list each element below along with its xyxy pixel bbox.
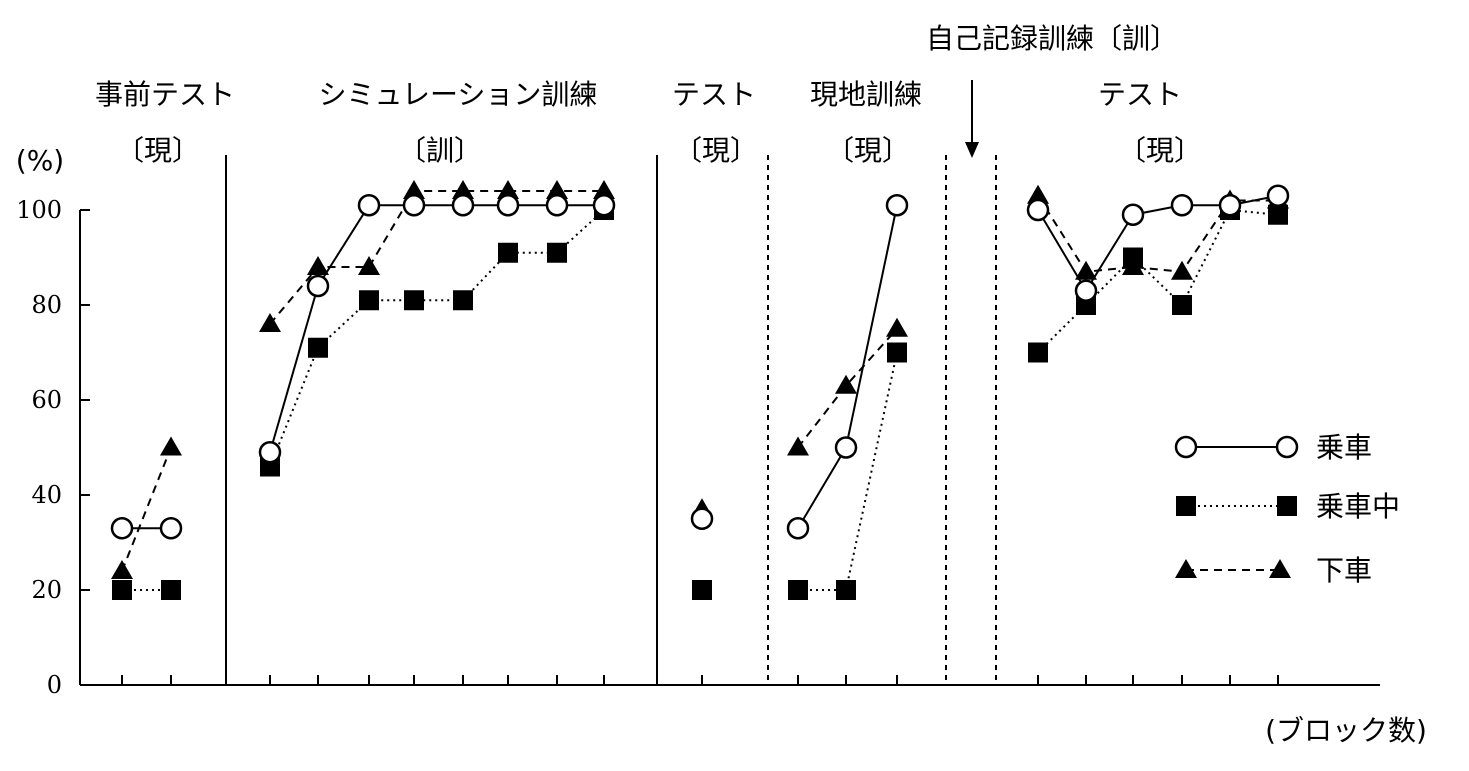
phase-tag-4: 〔現〕: [826, 134, 910, 167]
series-line-triangle: [269, 190, 604, 325]
data-point-square: [1172, 295, 1192, 315]
data-point-square: [1028, 342, 1048, 363]
y-tick-label: 40: [31, 481, 62, 509]
data-point-circle: [451, 194, 475, 217]
data-point-circle: [834, 436, 858, 459]
series-markers: [110, 180, 1290, 600]
data-point-square: [788, 580, 808, 600]
phase-title-5: テスト: [1098, 78, 1182, 111]
y-tick-labels: 0 20 40 60 80 100: [16, 196, 62, 699]
data-point-circle: [1026, 198, 1050, 222]
series-line-triangle: [121, 447, 172, 572]
data-point-circle: [496, 194, 520, 217]
data-point-circle: [545, 194, 569, 217]
y-ticks: [80, 209, 90, 686]
data-point-circle: [1074, 279, 1098, 302]
data-point-square: [836, 580, 856, 600]
series-line-triangle: [1037, 195, 1278, 273]
data-point-circle: [786, 517, 810, 540]
data-point-square: [308, 337, 328, 358]
data-point-triangle: [452, 180, 474, 199]
legend-marker-riding: [1176, 496, 1196, 516]
data-point-square: [161, 580, 181, 600]
data-point-square: [692, 580, 712, 600]
data-point-circle: [110, 517, 134, 540]
legend: 乗車 乗車中 下車: [1174, 431, 1400, 587]
y-tick-label: 80: [31, 291, 62, 319]
data-point-circle: [592, 194, 616, 217]
data-point-triangle: [160, 436, 182, 456]
legend-item-boarding: 乗車: [1174, 431, 1372, 464]
data-point-triangle: [307, 256, 329, 275]
data-point-circle: [1218, 194, 1242, 217]
data-point-square: [1268, 204, 1288, 225]
data-point-triangle: [259, 313, 281, 332]
legend-marker-boarding: [1174, 435, 1198, 459]
data-point-square: [547, 242, 567, 263]
data-point-triangle: [1171, 260, 1193, 280]
series-line-circle: [1037, 194, 1279, 293]
data-point-triangle: [886, 317, 908, 337]
legend-label-riding: 乗車中: [1316, 490, 1400, 523]
data-point-triangle: [497, 180, 519, 199]
data-point-square: [498, 242, 518, 263]
legend-marker-alighting: [1175, 559, 1197, 578]
data-point-triangle: [546, 180, 568, 199]
series-line-square: [1037, 208, 1279, 354]
data-point-square: [112, 580, 132, 600]
phase-title-1: 事前テスト: [95, 78, 235, 111]
data-point-square: [404, 290, 424, 311]
data-point-triangle: [1027, 184, 1049, 204]
data-point-circle: [690, 507, 714, 530]
y-tick-label: 100: [16, 196, 62, 224]
data-point-circle: [1121, 203, 1145, 226]
data-point-triangle: [593, 180, 615, 199]
legend-item-alighting: 下車: [1175, 554, 1372, 587]
phase-title-2: シミュレーション訓練: [319, 78, 598, 111]
legend-label-alighting: 下車: [1316, 554, 1372, 587]
data-point-square: [1123, 247, 1143, 268]
data-point-triangle: [358, 256, 380, 275]
data-point-triangle: [787, 436, 809, 456]
data-point-circle: [159, 517, 183, 540]
data-point-square: [887, 342, 907, 363]
data-point-circle: [306, 274, 330, 298]
annotation-arrowhead: [965, 142, 979, 158]
data-point-circle: [1266, 184, 1290, 207]
x-ticks: [121, 675, 1279, 685]
data-point-square: [453, 290, 473, 311]
series-lines: [121, 190, 1279, 591]
legend-marker-boarding: [1275, 435, 1299, 459]
phase-tag-1: 〔現〕: [116, 134, 200, 167]
data-point-triangle: [403, 180, 425, 199]
data-point-triangle: [1075, 260, 1097, 280]
data-point-triangle: [111, 560, 133, 579]
data-point-triangle: [835, 374, 857, 394]
series-line-circle: [797, 205, 898, 529]
legend-label-boarding: 乗車: [1316, 431, 1372, 464]
y-tick-label: 60: [31, 386, 62, 414]
phase-title-4: 現地訓練: [810, 78, 922, 111]
phase-title-3: テスト: [672, 78, 756, 111]
series-line-triangle: [797, 328, 898, 449]
data-point-circle: [357, 194, 381, 217]
legend-marker-riding: [1277, 496, 1297, 516]
phase-tag-3: 〔現〕: [674, 134, 758, 167]
data-point-circle: [885, 194, 909, 217]
y-axis-label: (%): [16, 144, 64, 177]
x-axis-label: (ブロック数): [1265, 714, 1427, 747]
data-point-square: [359, 290, 379, 311]
data-point-circle: [258, 441, 282, 464]
series-line-circle: [269, 204, 604, 453]
y-tick-label: 20: [31, 576, 62, 604]
phase-tag-2: 〔訓〕: [398, 134, 482, 167]
phase-tag-5: 〔現〕: [1118, 134, 1202, 167]
data-point-circle: [402, 194, 426, 217]
annotation-label: 自己記録訓練〔訓〕: [926, 22, 1178, 55]
y-tick-label: 0: [47, 671, 62, 699]
legend-item-riding: 乗車中: [1176, 490, 1400, 523]
data-point-circle: [1170, 194, 1194, 217]
legend-marker-alighting: [1269, 559, 1291, 578]
